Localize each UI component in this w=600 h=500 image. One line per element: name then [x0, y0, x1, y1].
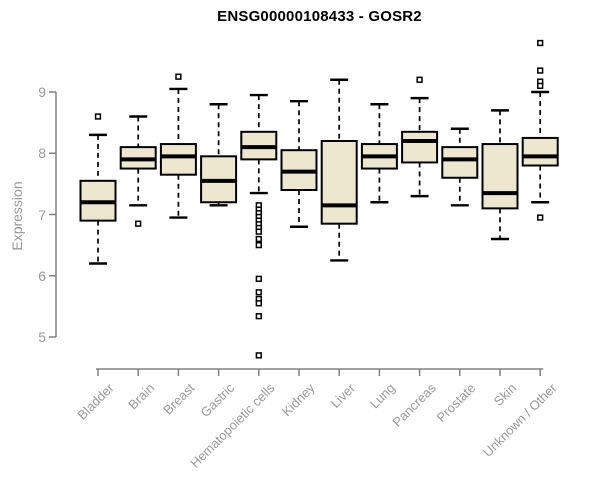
- outlier-point: [537, 214, 544, 221]
- box-iqr: [159, 143, 197, 176]
- outlier-point: [255, 300, 262, 307]
- box-iqr: [481, 143, 519, 210]
- y-axis-tick-label: 6: [38, 267, 46, 284]
- y-axis-tick-label: 9: [38, 84, 46, 100]
- outlier-point: [537, 67, 544, 74]
- outlier-point: [255, 352, 262, 359]
- outlier-point: [537, 39, 544, 47]
- outlier-point: [94, 113, 102, 120]
- box-iqr: [320, 140, 358, 225]
- outlier-point: [255, 289, 262, 296]
- outlier-point: [175, 73, 182, 80]
- box-iqr: [521, 136, 559, 167]
- box-iqr: [401, 130, 439, 164]
- y-axis-tick-label: 5: [38, 329, 46, 345]
- outlier-point: [255, 313, 262, 320]
- y-axis-tick-label: 8: [38, 145, 46, 162]
- box-iqr: [441, 146, 479, 179]
- outlier-point: [255, 275, 262, 282]
- outlier-point: [255, 241, 262, 249]
- outlier-point: [255, 235, 262, 243]
- chart-title: ENSG00000108433 - GOSR2: [217, 8, 422, 25]
- outlier-point: [255, 228, 262, 235]
- y-axis-tick-label: 7: [38, 206, 46, 223]
- outlier-point: [135, 220, 142, 227]
- outlier-point: [416, 76, 423, 83]
- outlier-point: [537, 82, 544, 90]
